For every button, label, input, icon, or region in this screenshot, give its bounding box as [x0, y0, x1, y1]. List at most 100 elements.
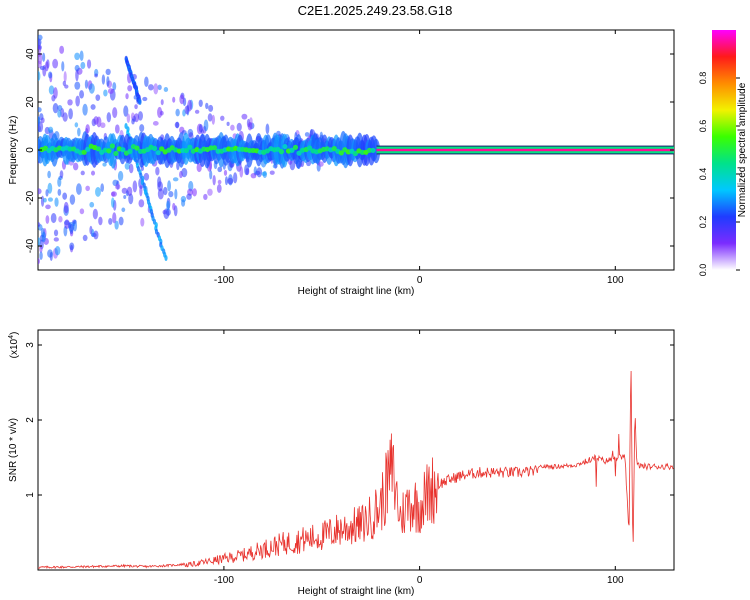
heatmap-cell: [82, 103, 88, 116]
heatmap-cell: [115, 183, 121, 190]
heatmap-cell: [86, 59, 92, 69]
y-tick-label: 0: [25, 147, 36, 153]
heatmap-cell: [159, 146, 165, 152]
heatmap-cell: [139, 185, 143, 197]
heatmap-cell: [64, 219, 70, 229]
heatmap-cell: [95, 186, 101, 197]
y-tick-label: -40: [25, 238, 36, 253]
heatmap-cell: [184, 105, 190, 115]
heatmap-cell: [256, 167, 263, 178]
heatmap-cell: [203, 193, 208, 200]
heatmap-cell: [138, 199, 145, 208]
heatmap-cell: [153, 83, 159, 95]
heatmap-cell: [114, 220, 119, 230]
heatmap-cell: [91, 170, 96, 176]
heatmap-cell: [128, 193, 134, 205]
line-panel: -100 0 100 1 2 3 Height of straight line (km…: [8, 329, 675, 597]
heatmap-cell: [43, 197, 47, 203]
heatmap-cell: [115, 124, 120, 134]
heatmap-cell: [38, 107, 42, 113]
heatmap-cell: [155, 150, 161, 156]
heatmap-cell: [41, 231, 47, 243]
line-y-scale-prefix: (x10: [9, 338, 20, 358]
heatmap-cell: [47, 126, 54, 133]
heatmap-panel: -100 0 100 -40 -20 0 20 40 Height of straight …: [8, 29, 675, 297]
heatmap-cell: [112, 82, 117, 91]
heatmap-cell: [50, 212, 57, 224]
heatmap-cell: [125, 93, 129, 100]
heatmap-cell: [220, 115, 225, 121]
heatmap-cell: [128, 163, 134, 174]
heatmap-cell: [261, 171, 267, 176]
heatmap-cell: [230, 124, 235, 131]
heatmap-cell: [121, 207, 126, 213]
heatmap-cell: [59, 170, 64, 179]
heatmap-cell: [103, 89, 108, 97]
heatmap-x-ticks: -100 0 100: [214, 30, 624, 286]
heatmap-marks: [38, 34, 674, 265]
heatmap-cell: [88, 83, 95, 94]
heatmap-cell: [79, 50, 84, 61]
heatmap-cell: [140, 217, 145, 227]
heatmap-cell: [211, 114, 215, 125]
heatmap-cell: [101, 74, 106, 85]
heatmap-cell: [127, 85, 133, 92]
heatmap-cell: [233, 172, 238, 184]
heatmap-cell: [163, 186, 168, 196]
line-x-ticks: -100 0 100: [214, 330, 624, 586]
heatmap-cell: [109, 143, 115, 149]
heatmap-cell: [203, 119, 209, 132]
heatmap-cell: [112, 212, 117, 224]
colorbar-gradient: [712, 30, 736, 270]
heatmap-cell: [38, 38, 42, 46]
y-tick-label: 40: [25, 48, 36, 60]
heatmap-cell: [100, 183, 105, 192]
heatmap-cell: [45, 204, 51, 210]
heatmap-cell: [80, 61, 86, 70]
heatmap-y-label: Frequency (Hz): [8, 116, 19, 185]
heatmap-cell: [179, 94, 185, 105]
heatmap-cell: [163, 86, 169, 93]
heatmap-cell: [45, 215, 50, 224]
heatmap-cell: [209, 169, 213, 180]
x-tick-label: 100: [607, 275, 624, 286]
heatmap-cell: [207, 113, 213, 122]
heatmap-cell: [102, 162, 107, 167]
colorbar-tick-label: 0.0: [698, 264, 708, 277]
colorbar-tick-label: 0.2: [698, 216, 708, 229]
heatmap-cell: [278, 149, 285, 155]
heatmap-cell: [89, 225, 93, 235]
heatmap-cell: [53, 237, 59, 242]
heatmap-streak-mark: [138, 99, 142, 105]
colorbar-label: Normalized spectral amplitude: [737, 82, 748, 217]
heatmap-cell: [244, 164, 250, 176]
heatmap-cell: [139, 124, 145, 133]
heatmap-cell: [272, 164, 278, 169]
heatmap-cell: [38, 70, 41, 82]
heatmap-cell: [100, 122, 106, 129]
heatmap-cell: [39, 65, 46, 71]
heatmap-cell: [127, 148, 133, 154]
line-marks: [38, 370, 674, 570]
heatmap-cell: [292, 144, 299, 150]
heatmap-cell: [172, 96, 176, 103]
x-tick-label: 0: [417, 275, 423, 286]
heatmap-cell: [107, 88, 114, 95]
heatmap-cell: [111, 197, 115, 208]
heatmap-cell: [296, 150, 302, 156]
heatmap-cell: [69, 194, 76, 205]
heatmap-cell: [124, 162, 131, 170]
heatmap-cell: [289, 147, 295, 153]
heatmap-cell: [239, 166, 244, 178]
heatmap-cell: [142, 96, 148, 102]
heatmap-cell: [269, 170, 275, 175]
heatmap-cell: [38, 116, 41, 127]
heatmap-cell: [38, 222, 41, 228]
heatmap-cell: [62, 192, 68, 200]
heatmap-cell: [157, 84, 162, 91]
heatmap-cell: [152, 145, 158, 152]
heatmap-cell: [163, 208, 170, 220]
heatmap-cell: [45, 189, 49, 197]
heatmap-cell: [192, 188, 197, 197]
